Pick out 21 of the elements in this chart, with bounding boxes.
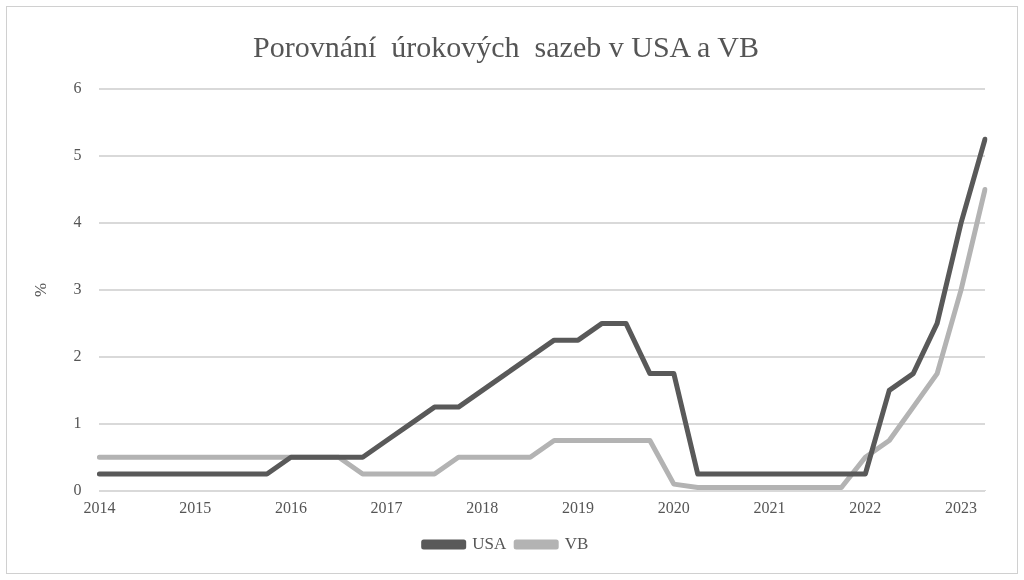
x-tick-label: 2015 — [179, 498, 212, 516]
x-tick-label: 2019 — [562, 498, 595, 516]
y-tick-label: 3 — [73, 280, 82, 298]
x-tick-label: 2018 — [466, 498, 499, 516]
x-tick-label: 2022 — [849, 498, 882, 516]
y-tick-label: 1 — [73, 414, 82, 432]
x-tick-label: 2017 — [370, 498, 403, 516]
x-tick-label: 2021 — [753, 498, 786, 516]
x-tick-label: 2020 — [657, 498, 690, 516]
chart-title: Porovnání úrokových sazeb v USA a VB — [252, 29, 760, 63]
y-axis-title: % — [30, 282, 50, 297]
x-tick-label: 2023 — [945, 498, 978, 516]
y-tick-label: 5 — [73, 146, 82, 164]
legend-label: VB — [564, 533, 589, 553]
y-tick-label: 4 — [73, 213, 82, 231]
y-tick-label: 6 — [73, 79, 82, 97]
x-tick-label: 2016 — [274, 498, 307, 516]
legend-label: USA — [472, 533, 507, 553]
x-tick-label: 2014 — [83, 498, 116, 516]
y-tick-label: 2 — [73, 347, 82, 365]
y-tick-label: 0 — [73, 481, 82, 498]
